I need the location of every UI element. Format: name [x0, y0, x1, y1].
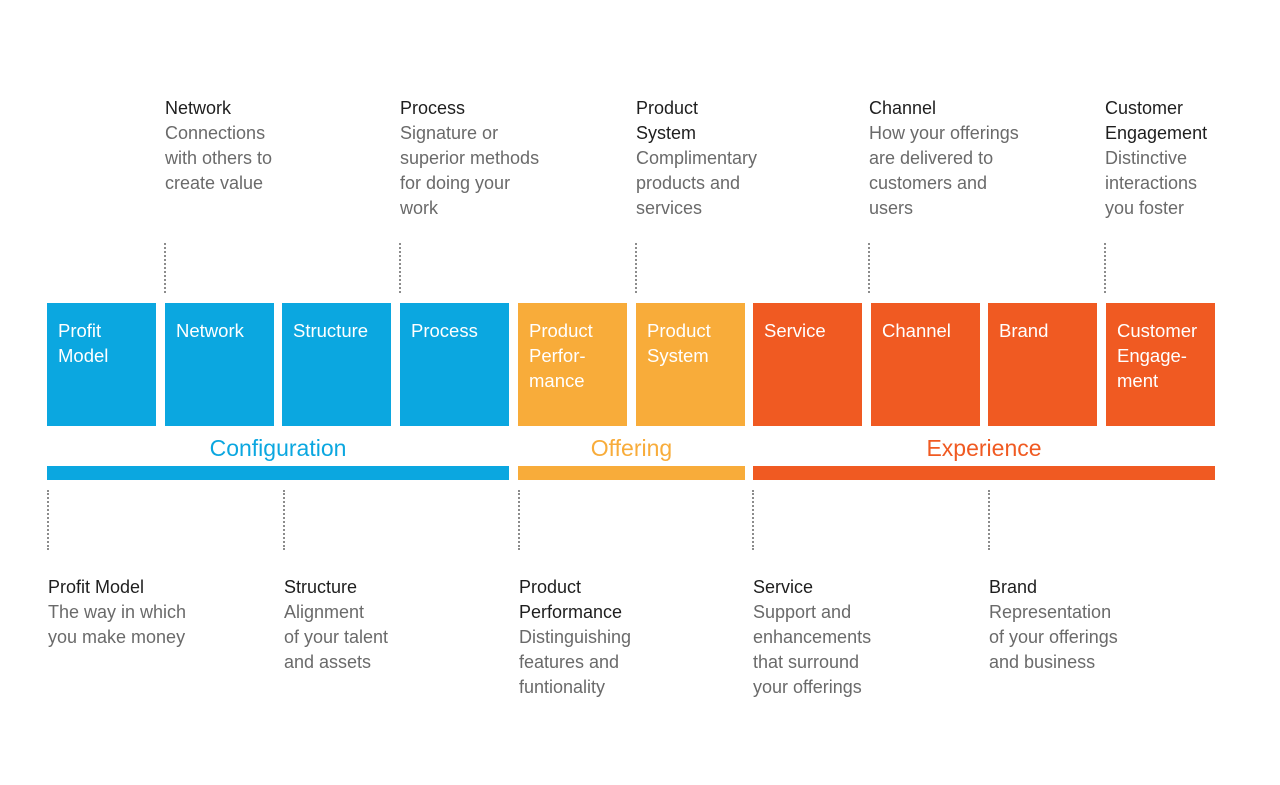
- group-bar-experience: [753, 466, 1215, 480]
- connector-line: [988, 490, 990, 550]
- description-title: Channel: [869, 98, 937, 118]
- description-title: Process: [400, 98, 466, 118]
- top-description-channel: Channel How your offerings are delivered…: [869, 96, 1019, 221]
- group-bar-configuration: [47, 466, 509, 480]
- top-description-network: Network Connections with others to creat…: [165, 96, 272, 196]
- box-process: Process: [400, 303, 509, 426]
- connector-line: [518, 490, 520, 550]
- description-title: Customer Engagement: [1105, 98, 1208, 143]
- connector-line: [1104, 243, 1106, 293]
- connector-line: [164, 243, 166, 293]
- group-bar-offering: [518, 466, 745, 480]
- group-label-offering: Offering: [590, 435, 673, 461]
- connector-line: [399, 243, 401, 293]
- box-product-performance: Product Perfor- mance: [518, 303, 627, 426]
- description-text: How your offerings are delivered to cust…: [869, 123, 1019, 218]
- box-structure: Structure: [282, 303, 391, 426]
- bottom-description-service: Service Support and enhancements that su…: [753, 575, 871, 700]
- box-brand: Brand: [988, 303, 1097, 426]
- description-title: Brand: [989, 577, 1038, 597]
- description-text: Connections with others to create value: [165, 123, 273, 193]
- box-channel: Channel: [871, 303, 980, 426]
- bottom-description-profit-model: Profit Model The way in which you make m…: [48, 575, 186, 650]
- description-text: Alignment of your talent and assets: [284, 602, 389, 672]
- connector-line: [752, 490, 754, 550]
- description-text: Signature or superior methods for doing …: [400, 123, 540, 218]
- box-network: Network: [165, 303, 274, 426]
- description-title: Product Performance: [519, 577, 623, 622]
- description-text: Support and enhancements that surround y…: [753, 602, 872, 697]
- top-description-product-system: Product System Complimentary products an…: [636, 96, 757, 221]
- description-text: Distinctive interactions you foster: [1105, 148, 1198, 218]
- top-description-customer-engagement: Customer Engagement Distinctive interact…: [1105, 96, 1207, 221]
- box-customer-engagement: Customer Engage- ment: [1106, 303, 1215, 426]
- connector-line: [283, 490, 285, 550]
- box-profit-model: Profit Model: [47, 303, 156, 426]
- group-label-experience: Experience: [926, 435, 1042, 461]
- description-title: Profit Model: [48, 577, 145, 597]
- box-product-system: Product System: [636, 303, 745, 426]
- description-text: Complimentary products and services: [636, 148, 758, 218]
- description-title: Service: [753, 577, 814, 597]
- description-text: Distinguishing features and funtionality: [519, 627, 632, 697]
- bottom-description-product-performance: Product Performance Distinguishing featu…: [519, 575, 631, 700]
- top-description-process: Process Signature or superior methods fo…: [400, 96, 539, 221]
- description-title: Network: [165, 98, 232, 118]
- description-text: Representation of your offerings and bus…: [989, 602, 1118, 672]
- description-text: The way in which you make money: [48, 602, 187, 647]
- connector-line: [47, 490, 49, 550]
- connector-line: [868, 243, 870, 293]
- description-title: Structure: [284, 577, 358, 597]
- bottom-description-brand: Brand Representation of your offerings a…: [989, 575, 1118, 675]
- bottom-description-structure: Structure Alignment of your talent and a…: [284, 575, 388, 675]
- connector-line: [635, 243, 637, 293]
- description-title: Product System: [636, 98, 699, 143]
- box-service: Service: [753, 303, 862, 426]
- group-label-configuration: Configuration: [209, 435, 347, 461]
